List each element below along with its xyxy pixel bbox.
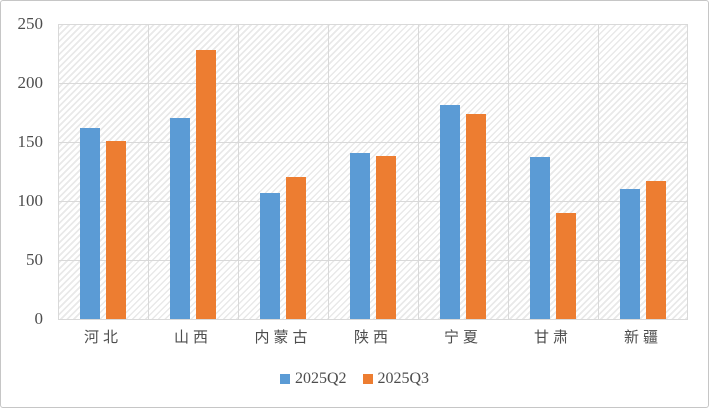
legend-item-2025Q2: 2025Q2 — [279, 370, 347, 388]
y-tick-label: 200 — [17, 73, 44, 92]
bar-2025Q2 — [170, 118, 190, 319]
plot-area — [58, 24, 688, 320]
y-tick-label: 250 — [17, 14, 44, 33]
gridline-vertical — [687, 24, 688, 319]
bar-2025Q2 — [350, 152, 370, 319]
bar-2025Q2 — [80, 127, 100, 319]
x-tick-label: 内蒙古 — [254, 330, 312, 346]
gridline-horizontal — [58, 319, 688, 320]
bar-group-7 — [598, 24, 688, 319]
gridline-vertical — [598, 24, 599, 319]
y-tick-label: 0 — [34, 309, 44, 328]
bar-group-4 — [328, 24, 418, 319]
bar-2025Q3 — [106, 140, 126, 319]
bar-2025Q3 — [376, 156, 396, 319]
bar-2025Q3 — [466, 113, 486, 319]
gridline-horizontal — [58, 201, 688, 202]
legend-swatch-icon — [279, 374, 290, 384]
bar-2025Q2 — [440, 105, 460, 319]
gridline-horizontal — [58, 24, 688, 25]
gridline-horizontal — [58, 83, 688, 84]
x-tick-label: 河北 — [83, 330, 122, 346]
legend-item-2025Q3: 2025Q3 — [362, 370, 430, 388]
bar-group-3 — [238, 24, 328, 319]
legend: 2025Q2 2025Q3 — [1, 370, 708, 388]
legend-label: 2025Q3 — [377, 370, 430, 387]
gridline-vertical — [238, 24, 239, 319]
gridline-vertical — [148, 24, 149, 319]
bar-2025Q3 — [196, 49, 216, 319]
x-tick-label: 陕西 — [353, 330, 392, 346]
gridline-horizontal — [58, 142, 688, 143]
gridline-horizontal — [58, 260, 688, 261]
bar-2025Q3 — [286, 177, 306, 319]
legend-label: 2025Q2 — [294, 370, 347, 387]
bar-2025Q2 — [620, 189, 640, 319]
gridline-vertical — [328, 24, 329, 319]
bar-group-2 — [148, 24, 238, 319]
gridline-vertical — [58, 24, 59, 319]
y-tick-label: 150 — [17, 132, 44, 151]
bar-group-5 — [418, 24, 508, 319]
legend-swatch-icon — [362, 374, 373, 384]
x-tick-label: 甘肃 — [533, 330, 572, 346]
x-tick-label: 新疆 — [623, 330, 662, 346]
x-tick-label: 山西 — [173, 330, 212, 346]
gridline-vertical — [418, 24, 419, 319]
y-tick-label: 100 — [17, 191, 44, 210]
gridline-vertical — [508, 24, 509, 319]
bar-2025Q2 — [530, 157, 550, 319]
bar-2025Q3 — [556, 212, 576, 319]
x-tick-label: 宁夏 — [443, 330, 482, 346]
bar-2025Q2 — [260, 192, 280, 319]
bar-group-6 — [508, 24, 598, 319]
y-tick-label: 50 — [26, 250, 43, 269]
bar-group-1 — [58, 24, 148, 319]
bar-2025Q3 — [646, 180, 666, 319]
